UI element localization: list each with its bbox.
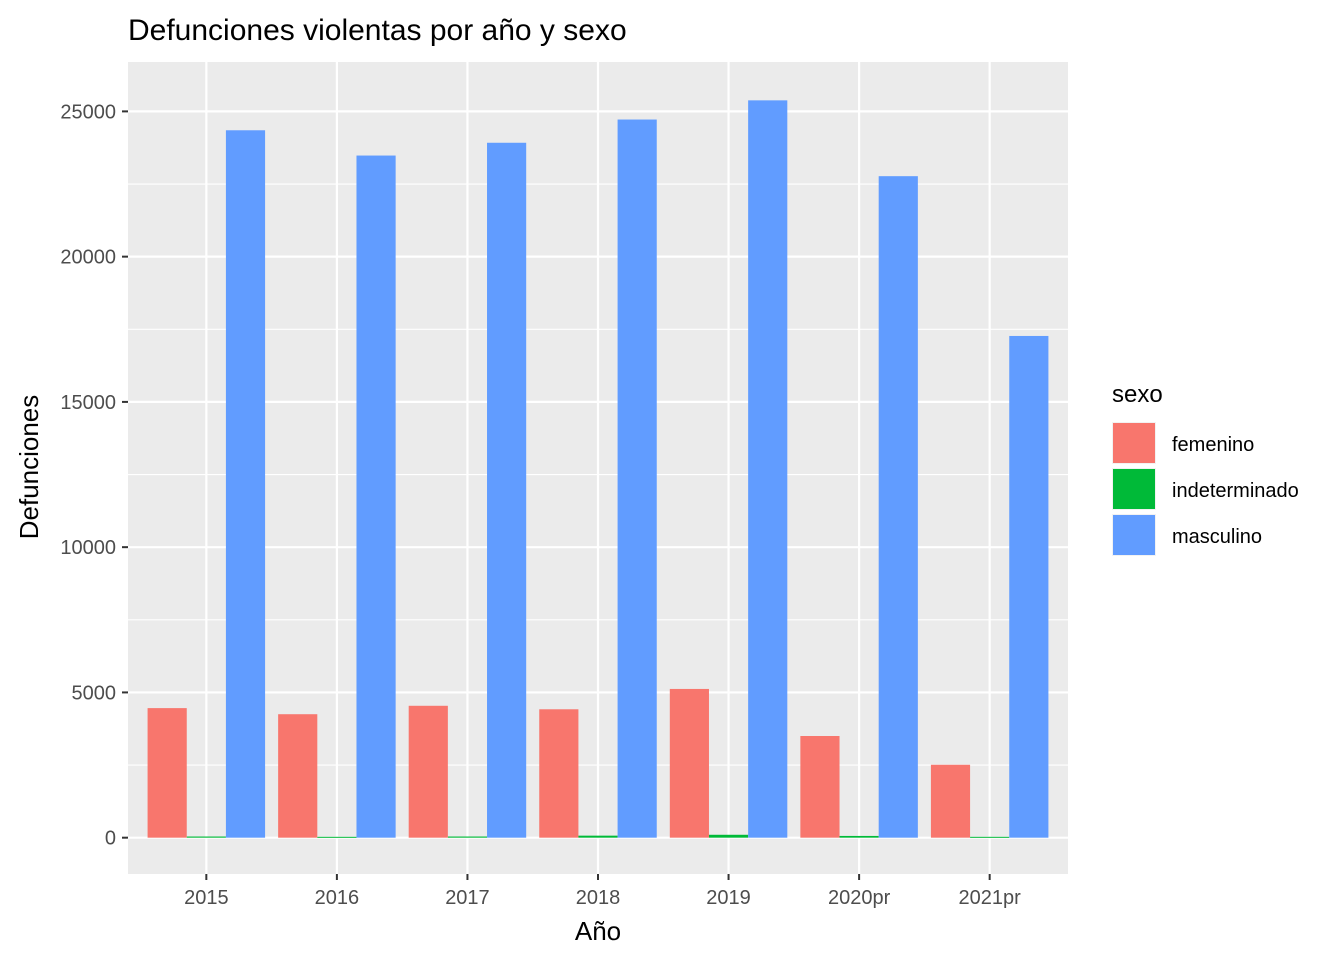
bar-femenino-2020pr [800, 736, 840, 838]
bar-indeterminado-2021pr [970, 836, 1010, 838]
bar-femenino-2017 [408, 705, 448, 838]
legend-label-indeterminado: indeterminado [1172, 480, 1299, 502]
bar-femenino-2018 [539, 709, 579, 838]
legend-label-masculino: masculino [1172, 526, 1262, 548]
y-tick-label: 0 [105, 828, 116, 850]
bars [147, 100, 1049, 838]
bar-indeterminado-2020pr [839, 835, 879, 838]
bar-femenino-2019 [669, 688, 709, 838]
bar-masculino-2017 [487, 142, 527, 838]
bar-masculino-2016 [356, 155, 396, 838]
bar-masculino-2019 [748, 100, 788, 838]
legend-swatch-femenino [1113, 423, 1155, 463]
bar-masculino-2020pr [878, 176, 918, 838]
x-axis: 2015 2016 2017 2018 2019 2020pr 2021pr [184, 874, 1021, 909]
y-tick-label: 5000 [72, 682, 117, 704]
bar-indeterminado-2015 [186, 836, 226, 838]
x-tick-label: 2021pr [959, 887, 1022, 909]
y-axis-title: Defunciones [14, 395, 44, 540]
x-tick-label: 2020pr [828, 887, 891, 909]
y-tick-label: 10000 [60, 537, 116, 559]
chart-title: Defunciones violentas por año y sexo [128, 14, 627, 47]
x-tick-label: 2016 [315, 887, 360, 909]
bar-masculino-2018 [617, 119, 657, 838]
bar-indeterminado-2018 [578, 835, 618, 838]
x-tick-label: 2015 [184, 887, 229, 909]
bar-indeterminado-2019 [708, 834, 749, 838]
x-axis-title: Año [575, 916, 621, 946]
x-tick-label: 2018 [576, 887, 621, 909]
legend: sexo femenino indeterminado masculino [1112, 381, 1299, 556]
bar-indeterminado-2016 [317, 836, 357, 838]
bar-indeterminado-2017 [447, 836, 488, 838]
bar-femenino-2016 [278, 714, 318, 838]
bar-femenino-2015 [147, 708, 187, 838]
legend-swatch-indeterminado [1113, 469, 1155, 509]
y-tick-label: 25000 [60, 101, 116, 123]
bar-masculino-2015 [225, 130, 266, 838]
legend-title: sexo [1112, 381, 1163, 408]
y-axis: 0 5000 10000 15000 20000 25000 [60, 101, 128, 850]
x-tick-label: 2019 [706, 887, 751, 909]
x-tick-label: 2017 [445, 887, 490, 909]
legend-swatch-masculino [1113, 515, 1155, 555]
legend-label-femenino: femenino [1172, 434, 1254, 456]
bar-masculino-2021pr [1009, 335, 1049, 838]
y-tick-label: 20000 [60, 247, 116, 269]
bar-femenino-2021pr [930, 764, 971, 838]
y-tick-label: 15000 [60, 392, 116, 414]
